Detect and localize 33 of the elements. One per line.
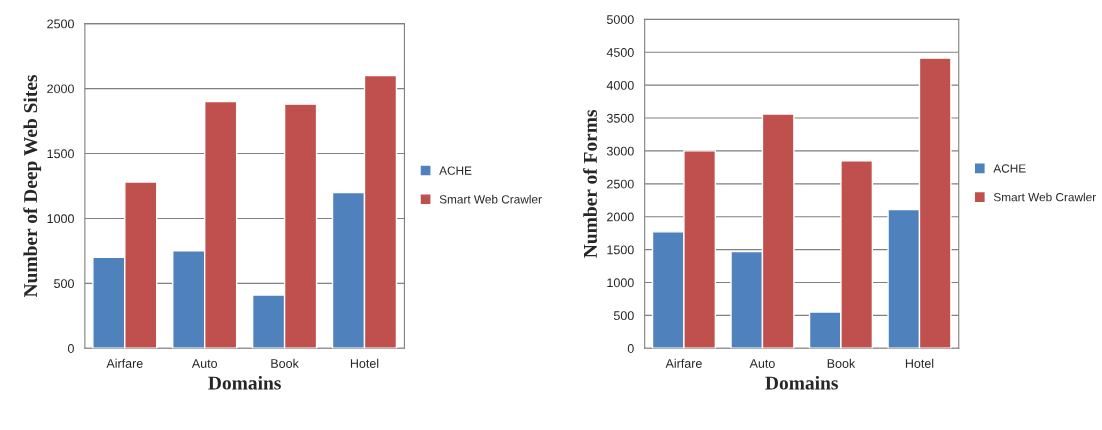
y-tick-label: 2500 <box>47 19 74 29</box>
y-tick-label: 2500 <box>607 179 634 189</box>
y-tick-label: 1500 <box>47 149 74 159</box>
y-axis-title: Number of Deep Web Sites <box>23 74 42 298</box>
y-tick-label: 4500 <box>606 48 634 57</box>
x-tick-label: Book <box>271 358 299 368</box>
y-tick-label: 0 <box>67 344 74 353</box>
x-tick-label: Hotel <box>350 358 379 368</box>
x-axis-title: Domains <box>208 375 281 390</box>
y-tick-label: 3000 <box>606 146 634 156</box>
legend-label: ACHE <box>439 166 472 175</box>
y-axis-title: Number of Forms <box>583 109 597 258</box>
legend-label: ACHE <box>993 164 1026 173</box>
y-tick-label: 1500 <box>607 245 634 255</box>
y-tick-label: 500 <box>54 279 74 289</box>
y-tick-label: 1000 <box>607 278 634 288</box>
x-tick-label: Hotel <box>905 358 934 368</box>
x-tick-label: Book <box>827 358 856 368</box>
x-axis-title: Domains <box>765 375 838 390</box>
x-tick-label: Airfare <box>665 358 702 368</box>
x-tick-label: Auto <box>191 359 218 368</box>
y-tick-label: 2000 <box>47 84 74 94</box>
y-tick-label: 4000 <box>606 80 634 90</box>
y-tick-label: 2000 <box>607 212 634 222</box>
y-tick-label: 500 <box>613 311 634 321</box>
legend-label: Smart Web Crawler <box>993 192 1096 202</box>
x-tick-label: Airfare <box>106 358 143 368</box>
y-tick-label: 5000 <box>606 15 634 24</box>
y-tick-label: 1000 <box>47 214 74 224</box>
x-tick-label: Auto <box>749 359 775 368</box>
y-tick-label: 0 <box>627 344 634 353</box>
legend-label: Smart Web Crawler <box>439 194 542 204</box>
y-tick-label: 3500 <box>606 113 634 123</box>
